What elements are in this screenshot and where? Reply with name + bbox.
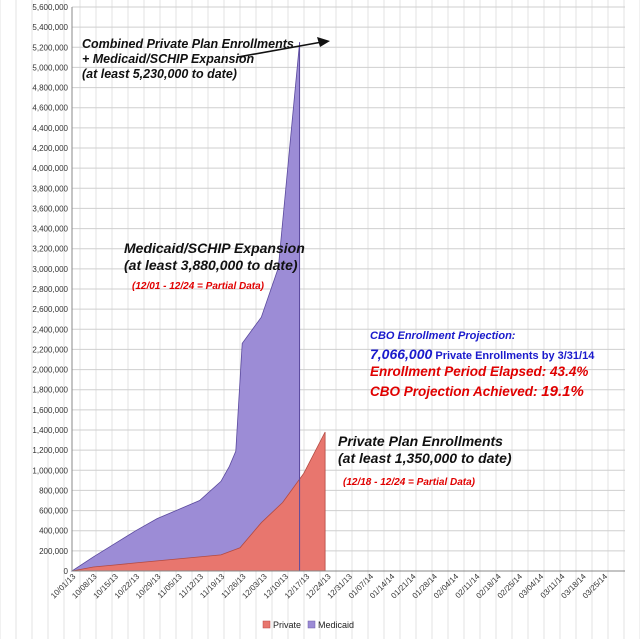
y-tick-label: 600,000 (39, 507, 68, 516)
achieved-label: CBO Projection Achieved: (370, 384, 542, 399)
cbo-value-suffix: Private Enrollments by 3/31/14 (432, 350, 595, 362)
y-tick-label: 1,200,000 (32, 446, 68, 455)
medicaid-line-1: Medicaid/SCHIP Expansion (124, 240, 305, 256)
private-partial-note: (12/18 - 12/24 = Partial Data) (343, 477, 476, 488)
y-tick-label: 2,600,000 (32, 305, 68, 314)
y-tick-label: 800,000 (39, 486, 68, 495)
elapsed-label: Enrollment Period Elapsed: (370, 364, 551, 379)
achieved-value: 19.1% (541, 383, 584, 400)
medicaid-annotation: Medicaid/SCHIP Expansion (at least 3,880… (124, 240, 305, 274)
area-private (71, 431, 326, 572)
private-line-2: (at least 1,350,000 to date) (338, 450, 512, 466)
y-tick-label: 4,600,000 (32, 104, 68, 113)
combined-line-3: (at least 5,230,000 to date) (82, 67, 237, 81)
medicaid-partial-note: (12/01 - 12/24 = Partial Data) (132, 281, 265, 292)
legend-swatch-medicaid (307, 620, 316, 629)
private-annotation: Private Plan Enrollments (at least 1,350… (338, 433, 512, 467)
y-tick-label: 3,400,000 (32, 225, 68, 234)
legend-swatch-private (262, 620, 271, 629)
y-tick-label: 4,400,000 (32, 124, 68, 133)
medicaid-line-2: (at least 3,880,000 to date) (124, 257, 298, 273)
y-tick-label: 1,400,000 (32, 426, 68, 435)
y-tick-label: 1,800,000 (32, 386, 68, 395)
y-tick-label: 5,200,000 (32, 43, 68, 52)
legend: Private Medicaid (262, 620, 354, 630)
cbo-projection-line: 7,066,000 Private Enrollments by 3/31/14 (370, 346, 594, 364)
y-tick-label: 0 (64, 567, 69, 576)
legend-label-private: Private (273, 620, 301, 630)
y-tick-label: 400,000 (39, 527, 68, 536)
y-tick-label: 2,200,000 (32, 345, 68, 354)
achieved-line: CBO Projection Achieved: 19.1% (370, 383, 584, 400)
y-tick-label: 4,000,000 (32, 164, 68, 173)
combined-line-1: Combined Private Plan Enrollments (82, 37, 294, 51)
y-tick-label: 2,800,000 (32, 285, 68, 294)
y-tick-label: 5,600,000 (32, 3, 68, 12)
y-tick-label: 3,000,000 (32, 265, 68, 274)
private-line-1: Private Plan Enrollments (338, 433, 503, 449)
y-tick-label: 4,800,000 (32, 84, 68, 93)
arrow-line (237, 41, 323, 58)
y-tick-label: 5,400,000 (32, 23, 68, 32)
elapsed-value: 43.4% (550, 364, 589, 379)
y-tick-label: 4,200,000 (32, 144, 68, 153)
y-tick-label: 1,000,000 (32, 466, 68, 475)
cbo-title: CBO Enrollment Projection: (370, 330, 516, 342)
y-tick-label: 1,600,000 (32, 406, 68, 415)
y-tick-label: 3,800,000 (32, 184, 68, 193)
y-tick-label: 3,600,000 (32, 204, 68, 213)
y-tick-label: 5,000,000 (32, 63, 68, 72)
combined-line-2: + Medicaid/SCHIP Expansion (82, 52, 255, 66)
x-axis: 10/01/1310/08/1310/15/1310/22/1310/29/13… (49, 570, 625, 600)
combined-annotation: Combined Private Plan Enrollments + Medi… (82, 37, 294, 82)
elapsed-line: Enrollment Period Elapsed: 43.4% (370, 364, 588, 379)
annotation-arrow (237, 37, 330, 58)
area-medicaid (70, 42, 300, 572)
legend-label-medicaid: Medicaid (318, 620, 354, 630)
y-axis: 0 200,000 400,000 600,000 800,000 1,000,000 1,… (32, 3, 73, 576)
cbo-value: 7,066,000 (370, 346, 433, 362)
y-tick-label: 2,400,000 (32, 325, 68, 334)
y-tick-label: 3,200,000 (32, 245, 68, 254)
arrow-head (317, 37, 330, 47)
chart-areas (70, 42, 326, 572)
y-tick-label: 200,000 (39, 547, 68, 556)
y-tick-label: 2,000,000 (32, 366, 68, 375)
